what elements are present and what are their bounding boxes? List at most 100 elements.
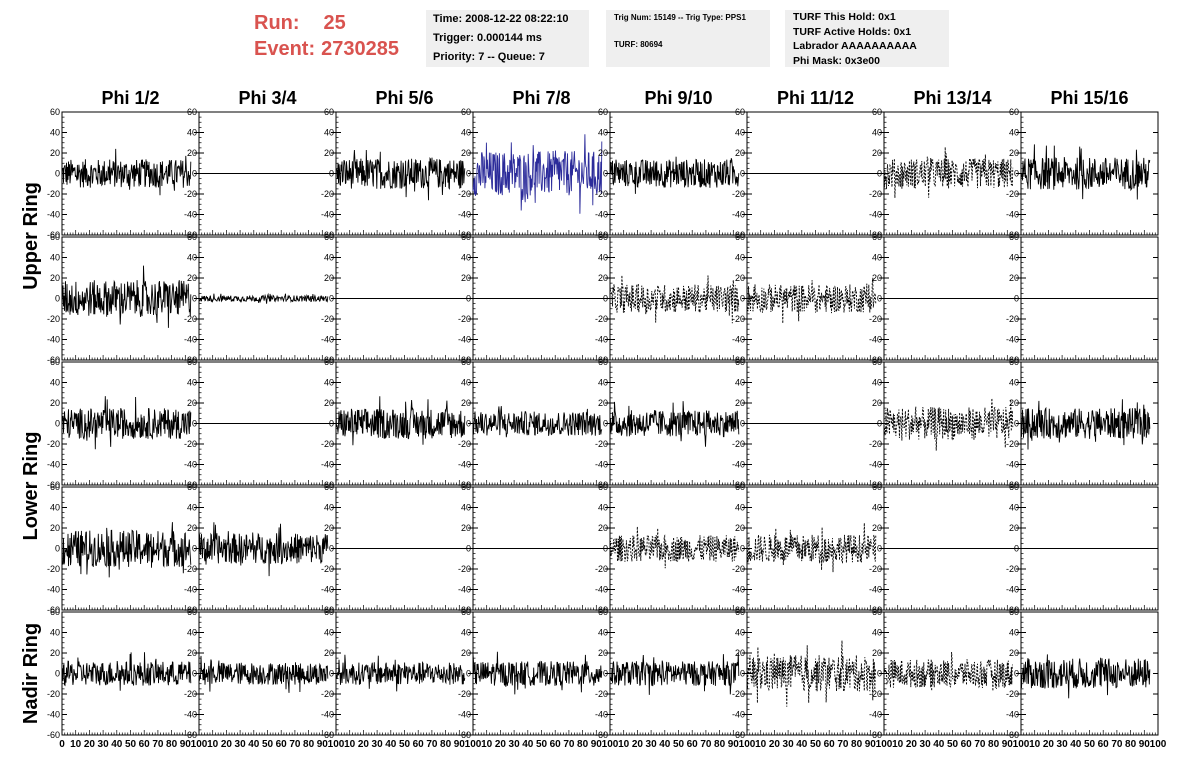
y-tick-label: -20: [869, 689, 882, 699]
turf-active-text: TURF Active Holds: 0x1: [793, 25, 912, 38]
y-tick-label: -20: [595, 314, 608, 324]
x-tick-label: 40: [659, 739, 671, 750]
x-tick-label: 50: [125, 739, 137, 750]
ring-label: Nadir Ring: [20, 623, 42, 724]
y-tick-label: -40: [321, 585, 334, 595]
column-label: Phi 7/8: [512, 88, 570, 108]
x-tick-label: 100: [1150, 739, 1167, 750]
y-tick-label: -60: [1006, 355, 1019, 365]
waveform-line: [609, 401, 740, 447]
y-tick-label: 60: [187, 232, 197, 242]
x-tick-label: 50: [1084, 739, 1096, 750]
y-tick-label: 40: [187, 253, 197, 263]
x-tick-label: 20: [906, 739, 918, 750]
y-tick-label: 20: [735, 148, 745, 158]
y-tick-label: -40: [184, 585, 197, 595]
y-tick-label: -60: [47, 355, 60, 365]
y-tick-label: 40: [461, 128, 471, 138]
y-tick-label: 0: [740, 169, 745, 179]
y-tick-label: 20: [872, 648, 882, 658]
y-tick-label: 20: [461, 148, 471, 158]
y-tick-label: -20: [1006, 189, 1019, 199]
y-tick-label: -40: [869, 460, 882, 470]
y-tick-label: -40: [1006, 710, 1019, 720]
y-tick-label: 0: [466, 544, 471, 554]
y-tick-label: 0: [192, 294, 197, 304]
y-tick-label: 40: [1009, 628, 1019, 638]
y-tick-label: -60: [732, 480, 745, 490]
y-tick-label: 40: [735, 628, 745, 638]
y-tick-label: 0: [603, 669, 608, 679]
waveform-line: [472, 651, 603, 695]
x-tick-label: 80: [988, 739, 1000, 750]
y-tick-label: -20: [595, 564, 608, 574]
y-tick-label: -60: [47, 480, 60, 490]
y-tick-label: 20: [1009, 148, 1019, 158]
y-tick-label: 60: [735, 607, 745, 617]
waveform-line: [1020, 654, 1151, 699]
waveform-line: [883, 147, 1014, 198]
y-tick-label: 0: [55, 669, 60, 679]
x-tick-label: 30: [235, 739, 247, 750]
x-tick-label: 10: [1029, 739, 1041, 750]
y-tick-label: -60: [869, 355, 882, 365]
y-tick-label: -20: [595, 689, 608, 699]
y-tick-label: 40: [872, 253, 882, 263]
y-tick-label: 60: [187, 607, 197, 617]
waveform-line: [746, 277, 877, 324]
x-tick-label: 30: [783, 739, 795, 750]
x-tick-label: 50: [810, 739, 822, 750]
y-tick-label: -60: [1006, 730, 1019, 740]
waveform-line: [61, 265, 192, 328]
y-tick-label: 0: [877, 294, 882, 304]
y-tick-label: 40: [461, 628, 471, 638]
y-tick-label: 40: [1009, 503, 1019, 513]
y-tick-label: 40: [324, 378, 334, 388]
y-tick-label: 20: [461, 273, 471, 283]
time-text: Time: 2008-12-22 08:22:10: [433, 13, 569, 25]
x-tick-label: 20: [769, 739, 781, 750]
y-tick-label: 40: [598, 128, 608, 138]
x-tick-label: 70: [837, 739, 849, 750]
y-tick-label: 40: [735, 128, 745, 138]
waveform-line: [746, 522, 877, 573]
y-tick-label: -20: [869, 439, 882, 449]
y-tick-label: -60: [869, 605, 882, 615]
waveform-line: [61, 652, 192, 691]
y-tick-label: -60: [595, 480, 608, 490]
y-tick-label: 60: [461, 482, 471, 492]
y-tick-label: 60: [324, 357, 334, 367]
y-tick-label: -20: [47, 689, 60, 699]
y-tick-label: -20: [321, 689, 334, 699]
y-tick-label: 0: [55, 169, 60, 179]
y-tick-label: -60: [595, 730, 608, 740]
x-tick-label: 10: [755, 739, 767, 750]
y-tick-label: -60: [1006, 605, 1019, 615]
y-tick-label: 20: [187, 398, 197, 408]
y-tick-label: 60: [187, 482, 197, 492]
y-tick-label: -20: [595, 439, 608, 449]
y-tick-label: -20: [458, 689, 471, 699]
run-value: 25: [323, 12, 346, 34]
y-tick-label: 20: [461, 523, 471, 533]
x-tick-label: 50: [262, 739, 274, 750]
y-tick-label: 40: [872, 503, 882, 513]
y-tick-label: -20: [1006, 439, 1019, 449]
y-tick-label: 20: [50, 398, 60, 408]
y-tick-label: -40: [595, 335, 608, 345]
y-tick-label: -60: [321, 355, 334, 365]
trig-num-text: Trig Num: 15149 -- Trig Type: PPS1: [614, 13, 746, 22]
x-tick-label: 0: [59, 739, 65, 750]
y-tick-label: 0: [329, 544, 334, 554]
y-tick-label: 40: [50, 128, 60, 138]
y-tick-label: 60: [1009, 357, 1019, 367]
y-tick-label: 60: [735, 357, 745, 367]
ring-label: Upper Ring: [20, 182, 42, 290]
y-tick-label: -40: [458, 210, 471, 220]
y-tick-label: 0: [192, 544, 197, 554]
waveform-line: [883, 651, 1014, 692]
x-tick-label: 20: [495, 739, 507, 750]
y-tick-label: -40: [869, 710, 882, 720]
y-tick-label: 40: [50, 628, 60, 638]
phi-mask-text: Phi Mask: 0x3e00: [793, 54, 880, 67]
